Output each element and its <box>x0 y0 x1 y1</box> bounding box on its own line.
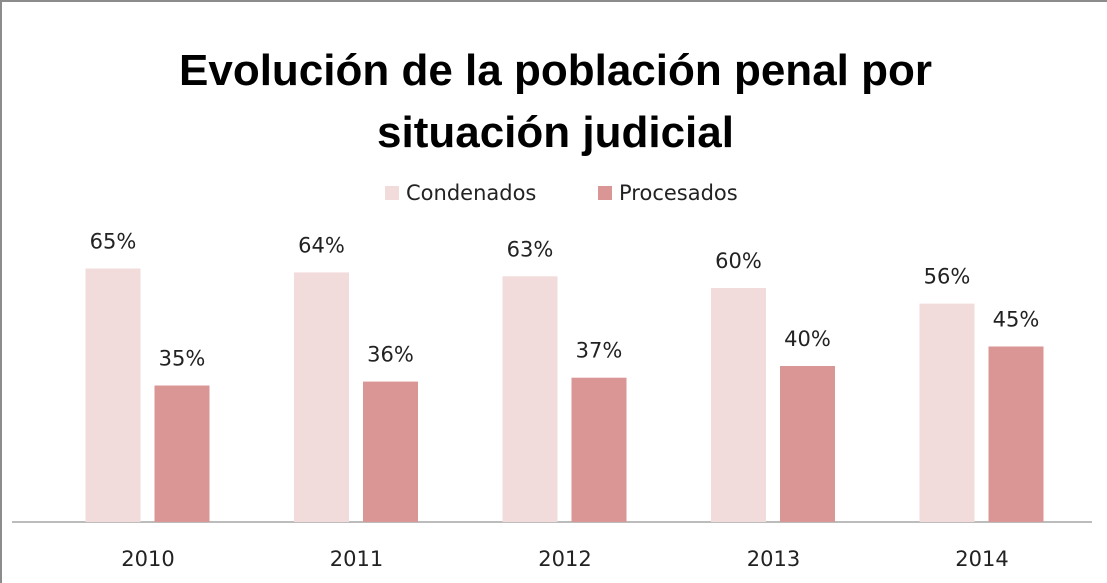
data-label: 35% <box>159 347 206 371</box>
data-label: 36% <box>367 343 414 367</box>
data-label: 64% <box>298 233 345 257</box>
data-label: 40% <box>784 327 831 351</box>
x-tick-label: 2012 <box>538 547 591 571</box>
legend-swatch <box>598 186 612 200</box>
legend-label: Condenados <box>406 181 536 205</box>
data-label: 56% <box>924 265 971 289</box>
bar <box>780 366 835 522</box>
data-label: 45% <box>993 308 1040 332</box>
legend-label: Procesados <box>619 181 738 205</box>
bar <box>363 381 418 522</box>
bar <box>711 288 766 522</box>
data-label: 63% <box>507 237 554 261</box>
data-label: 37% <box>576 339 623 363</box>
bar <box>294 272 349 522</box>
x-tick-label: 2011 <box>330 547 383 571</box>
bar <box>988 346 1044 522</box>
bar <box>919 303 975 522</box>
data-label: 60% <box>715 249 762 273</box>
bar <box>85 268 141 522</box>
bar <box>571 377 627 522</box>
bar <box>154 385 210 522</box>
x-tick-label: 2013 <box>747 547 800 571</box>
data-label: 65% <box>90 230 137 254</box>
chart-title: Evolución de la población penal por situ… <box>179 46 932 157</box>
x-tick-label: 2010 <box>121 547 174 571</box>
bar <box>502 276 558 522</box>
legend-swatch <box>385 186 399 200</box>
x-tick-label: 2014 <box>955 547 1008 571</box>
